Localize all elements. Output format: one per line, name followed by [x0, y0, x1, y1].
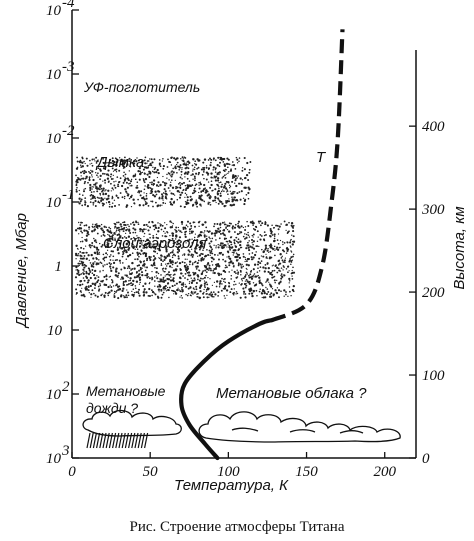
left-tick-label: 10: [46, 195, 62, 211]
x-axis-label: Температура, К: [174, 477, 289, 494]
temperature-profile-dashed: [271, 29, 345, 323]
right-ticks: 0 100 200 300 400: [409, 119, 445, 467]
x-tick-label: 200: [373, 464, 396, 480]
right-axis-label: Высота, км: [451, 206, 468, 289]
temperature-profile-solid: [178, 318, 275, 461]
right-tick-label: 0: [422, 451, 430, 467]
left-tick-label: 10: [46, 67, 62, 83]
left-tick-label: 10: [46, 387, 62, 403]
right-tick-label: 300: [421, 202, 445, 218]
haze-label: Дымка: [95, 154, 144, 171]
x-ticks: 0 50 100 150 200: [68, 452, 396, 480]
left-tick-label: 10: [46, 451, 62, 467]
methane-rain-label-line1: Метановые: [86, 383, 166, 399]
aerosol-label: Слой аэрозоля: [103, 235, 207, 252]
left-tick-exponent: -1: [62, 187, 75, 203]
left-tick-label: 1: [55, 259, 63, 275]
right-tick-label: 400: [422, 119, 445, 135]
methane-rain-label-line2: дожди ?: [86, 400, 138, 416]
left-tick-exponent: -4: [62, 0, 75, 11]
left-axis-label: Давление, Мбар: [13, 213, 30, 329]
uv-absorber-label: УФ-поглотитель: [83, 79, 200, 95]
x-tick-label: 0: [68, 464, 76, 480]
x-tick-label: 100: [217, 464, 240, 480]
left-tick-exponent: 3: [61, 443, 70, 459]
stipple-region-aerosol: [74, 220, 296, 300]
methane-clouds-label: Метановые облака ?: [216, 385, 367, 402]
x-tick-label: 150: [295, 464, 318, 480]
stipple-regions: [74, 156, 296, 300]
figure-caption: Рис. Строение атмосферы Титана: [129, 519, 344, 535]
left-tick-exponent: 2: [62, 379, 70, 395]
rain-hatching: [86, 432, 149, 449]
left-tick-label: 10: [47, 323, 63, 339]
t-curve-label: T: [316, 149, 327, 166]
x-tick-label: 50: [143, 464, 159, 480]
left-tick-label: 10: [46, 131, 62, 147]
left-tick-label: 10: [46, 3, 62, 19]
methane-clouds-shape: [198, 411, 401, 443]
stipple-region-haze: [75, 156, 252, 209]
left-tick-exponent: -2: [62, 123, 75, 139]
right-tick-label: 100: [422, 368, 445, 384]
right-tick-label: 200: [422, 285, 445, 301]
left-tick-exponent: -3: [62, 59, 75, 75]
